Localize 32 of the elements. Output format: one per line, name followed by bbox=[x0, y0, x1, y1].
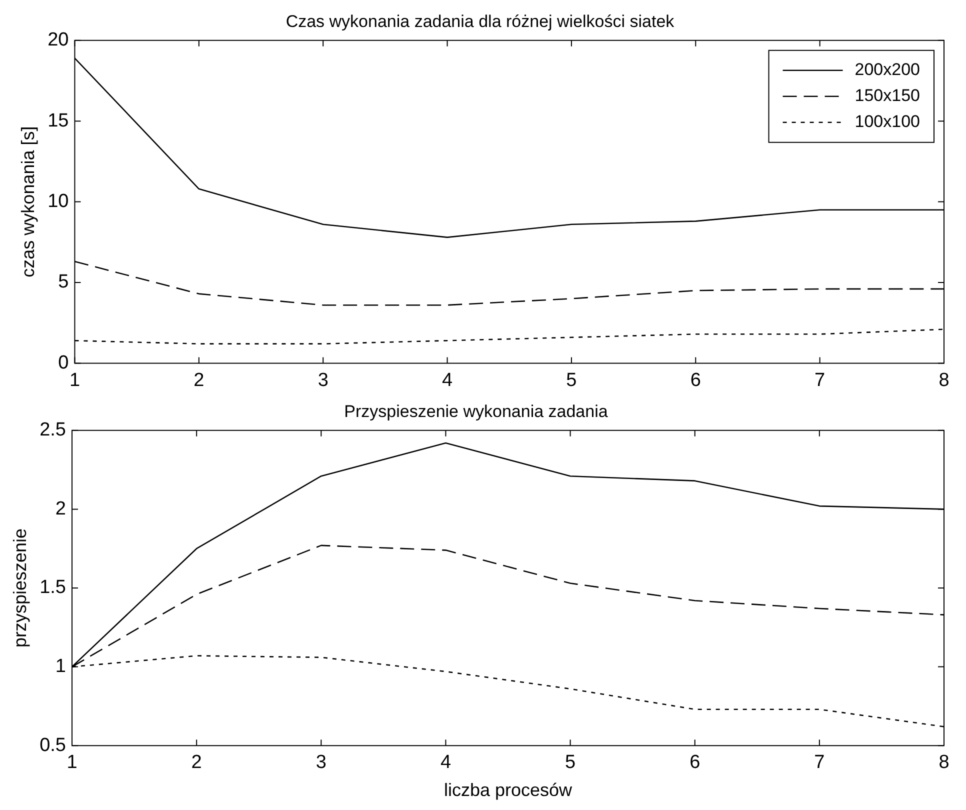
x-tick-label: 7 bbox=[814, 752, 825, 774]
y-tick-label: 2.5 bbox=[40, 420, 66, 441]
x-tick-label: 3 bbox=[318, 370, 328, 391]
x-tick-label: 4 bbox=[442, 370, 453, 391]
y-axis-title: przyspieszenie bbox=[10, 528, 30, 648]
chart-title: Czas wykonania zadania dla różnej wielkości siatek bbox=[286, 12, 675, 31]
y-tick-label: 1 bbox=[55, 656, 66, 678]
x-tick-label: 8 bbox=[938, 752, 950, 774]
legend-label: 200x200 bbox=[854, 60, 920, 80]
y-tick-label: 15 bbox=[48, 110, 69, 132]
y-tick-label: 0 bbox=[58, 352, 69, 374]
y-axis-title: czas wykonania [s] bbox=[18, 126, 38, 278]
x-tick-label: 8 bbox=[938, 370, 950, 391]
chart-title: Przyspieszenie wykonania zadania bbox=[344, 402, 608, 421]
y-tick-label: 10 bbox=[48, 191, 69, 212]
x-tick-label: 5 bbox=[565, 752, 576, 774]
x-tick-label: 2 bbox=[194, 370, 204, 391]
y-tick-label: 2 bbox=[55, 498, 66, 520]
y-tick-label: 5 bbox=[58, 272, 69, 293]
legend-label: 150x150 bbox=[854, 86, 920, 106]
x-tick-label: 6 bbox=[690, 752, 700, 774]
y-tick-label: 1.5 bbox=[40, 577, 66, 598]
x-tick-label: 2 bbox=[191, 752, 202, 774]
x-tick-label: 6 bbox=[690, 370, 701, 391]
legend-label: 100x100 bbox=[854, 112, 920, 132]
x-axis-title: liczba procesów bbox=[444, 780, 574, 800]
x-tick-label: 5 bbox=[566, 370, 577, 391]
y-tick-label: 0.5 bbox=[40, 734, 66, 756]
x-tick-label: 4 bbox=[440, 752, 452, 774]
x-tick-label: 7 bbox=[814, 370, 826, 391]
y-tick-label: 20 bbox=[48, 30, 69, 51]
x-tick-label: 3 bbox=[316, 752, 326, 774]
